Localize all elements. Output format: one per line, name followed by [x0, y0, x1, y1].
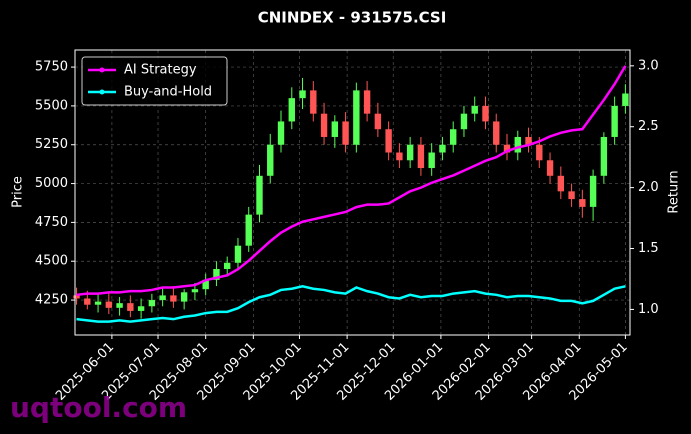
candle-body [439, 144, 446, 153]
candle-body [256, 175, 263, 215]
candle-body [353, 90, 360, 145]
candle-body [417, 144, 425, 169]
y2-axis-label: Return [667, 170, 682, 213]
candle-body [460, 113, 468, 130]
y2-tick-label: 3.0 [638, 58, 659, 73]
candle-body [277, 121, 285, 145]
y-tick-label: 4250 [35, 293, 68, 308]
candle-body [127, 303, 134, 311]
candle-body [116, 303, 123, 308]
y-tick-label: 5000 [35, 176, 68, 191]
legend-box [81, 56, 228, 106]
candle-body [406, 144, 414, 161]
y2-tick-label: 1.0 [638, 302, 659, 317]
candle-body [320, 113, 328, 137]
legend-label: Buy-and-Hold [124, 85, 212, 100]
candle-body [224, 262, 231, 269]
y2-tick-label: 2.0 [638, 180, 659, 195]
candle-body [611, 105, 618, 137]
candle-body [471, 105, 478, 114]
candle-body [73, 295, 80, 299]
candle-body [589, 175, 597, 207]
y-tick-label: 4500 [35, 254, 68, 269]
candle-body [159, 295, 166, 301]
candle-body [299, 90, 306, 99]
candle-body [331, 121, 339, 137]
candle-body [568, 191, 575, 200]
legend-marker [99, 67, 105, 73]
y-axis-label: Price [11, 176, 26, 208]
watermark: uqtool.com [10, 391, 187, 424]
candle-body [105, 301, 113, 308]
candle-body [363, 90, 371, 114]
y2-tick-label: 2.5 [638, 119, 659, 134]
candle-body [546, 160, 554, 176]
candle-body [525, 136, 532, 145]
legend-label: AI Strategy [124, 63, 197, 78]
candle-body [148, 300, 156, 307]
candle-body [342, 121, 349, 145]
candle-body [449, 129, 457, 145]
y-tick-label: 4750 [35, 215, 68, 230]
y-tick-label: 5500 [35, 98, 68, 113]
candle-body [536, 144, 543, 161]
return-line [76, 65, 627, 297]
candle-body [267, 144, 274, 176]
candle-body [94, 301, 102, 305]
candle-body [170, 295, 177, 302]
candle-body [503, 144, 511, 153]
candle-body [482, 105, 489, 122]
candle-body [180, 292, 188, 302]
return-line [76, 285, 626, 323]
candle-body [428, 152, 435, 169]
candle-body [600, 136, 608, 176]
candle-body [137, 306, 145, 311]
candle-body [557, 175, 565, 192]
candle-body [385, 129, 392, 153]
candle-body [622, 93, 629, 106]
candle-body [374, 113, 382, 130]
candle-body [288, 98, 295, 122]
candle-body [493, 121, 500, 145]
candle-body [84, 298, 91, 305]
candle-body [202, 279, 209, 290]
candle-body [245, 214, 252, 246]
candle-body [396, 152, 403, 161]
candle-body [234, 245, 242, 263]
legend-marker [99, 89, 105, 95]
plot-frame [74, 49, 631, 336]
y-tick-label: 5750 [35, 60, 68, 75]
candle-body [310, 90, 317, 114]
candle-body [213, 268, 220, 280]
candle-body [191, 289, 199, 293]
candle-body [579, 199, 586, 207]
y-tick-label: 5250 [35, 137, 68, 152]
candle-body [514, 136, 521, 153]
y2-tick-label: 1.5 [638, 241, 659, 256]
chart-title: CNINDEX - 931575.CSI [258, 9, 447, 27]
